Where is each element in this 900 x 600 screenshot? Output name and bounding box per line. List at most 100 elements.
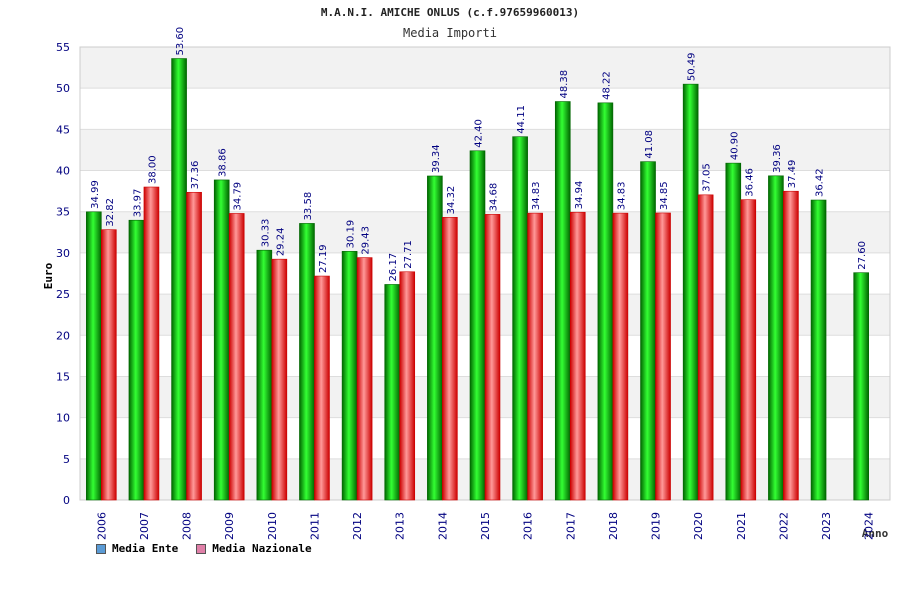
x-tick-label: 2022 xyxy=(777,512,790,540)
y-tick-label: 30 xyxy=(56,247,70,260)
bar-media-ente xyxy=(86,211,102,501)
bar-media-ente xyxy=(597,102,614,501)
legend-item-media-nazionale: Media Nazionale xyxy=(196,542,312,555)
y-tick-label: 15 xyxy=(56,370,70,383)
value-label-media-ente: 30.33 xyxy=(260,219,271,248)
y-tick-label: 5 xyxy=(63,453,70,466)
bar-media-ente xyxy=(171,58,187,501)
value-label-media-ente: 34.99 xyxy=(90,180,101,209)
chart-subtitle: Media Importi xyxy=(403,26,497,40)
chart-legend: Media Ente Media Nazionale xyxy=(96,542,312,555)
value-label-media-ente: 48.38 xyxy=(559,70,570,99)
value-label-media-nazionale: 29.43 xyxy=(361,226,372,255)
value-label-media-nazionale: 34.85 xyxy=(659,181,670,210)
x-tick-label: 2014 xyxy=(436,512,449,540)
legend-label-media-ente: Media Ente xyxy=(112,542,179,555)
legend-label-media-nazionale: Media Nazionale xyxy=(212,542,312,555)
bar-media-ente xyxy=(341,251,358,501)
bar-media-ente xyxy=(469,150,486,501)
bar-media-ente xyxy=(512,136,528,501)
bar-media-nazionale xyxy=(442,217,458,501)
value-label-media-nazionale: 27.71 xyxy=(403,240,414,269)
value-label-media-ente: 42.40 xyxy=(474,119,485,148)
y-tick-label: 10 xyxy=(56,412,70,425)
value-label-media-nazionale: 27.19 xyxy=(318,244,329,273)
bar-media-nazionale xyxy=(655,212,671,501)
value-label-media-ente: 53.60 xyxy=(175,27,186,56)
value-label-media-ente: 26.17 xyxy=(388,253,399,282)
x-tick-label: 2012 xyxy=(351,512,364,540)
x-tick-label: 2021 xyxy=(735,512,748,540)
bar-media-ente xyxy=(853,272,869,501)
bar-media-nazionale xyxy=(783,190,799,501)
value-label-media-ente: 41.08 xyxy=(644,130,655,159)
bar-media-nazionale xyxy=(569,211,586,501)
bar-media-ente xyxy=(725,162,742,501)
value-label-media-ente: 44.11 xyxy=(516,105,527,134)
value-label-media-ente: 27.60 xyxy=(857,241,868,270)
bar-media-nazionale xyxy=(228,213,245,501)
bar-media-nazionale xyxy=(186,191,202,501)
x-tick-label: 2016 xyxy=(522,512,535,540)
legend-item-media-ente: Media Ente xyxy=(96,542,178,555)
x-tick-label: 2009 xyxy=(223,512,236,540)
value-label-media-nazionale: 32.82 xyxy=(105,198,116,227)
bar-media-ente xyxy=(213,179,230,501)
bar-media-ente xyxy=(554,101,571,501)
x-tick-label: 2007 xyxy=(138,512,151,540)
bar-media-ente xyxy=(256,249,273,501)
x-tick-label: 2024 xyxy=(863,512,876,540)
bar-media-nazionale xyxy=(612,212,629,501)
value-label-media-nazionale: 37.36 xyxy=(190,161,201,190)
y-axis-title: Euro xyxy=(42,262,55,289)
bar-media-ente xyxy=(128,219,145,501)
x-tick-label: 2015 xyxy=(479,512,492,540)
bar-media-nazionale xyxy=(356,257,373,501)
value-label-media-ente: 33.97 xyxy=(132,189,143,218)
value-label-media-ente: 38.86 xyxy=(218,148,229,177)
x-axis-title: Anno xyxy=(862,527,889,540)
y-tick-label: 20 xyxy=(56,329,70,342)
y-tick-label: 25 xyxy=(56,288,70,301)
x-tick-label: 2019 xyxy=(650,512,663,540)
bar-media-ente xyxy=(299,223,315,501)
bar-media-ente xyxy=(384,284,401,501)
value-label-media-nazionale: 38.00 xyxy=(147,155,158,184)
value-label-media-ente: 40.90 xyxy=(729,131,740,160)
legend-swatch-media-nazionale xyxy=(196,543,207,554)
bar-media-nazionale xyxy=(399,271,416,501)
bar-media-ente xyxy=(427,175,443,501)
x-tick-label: 2006 xyxy=(95,512,108,540)
value-label-media-ente: 33.58 xyxy=(303,192,314,221)
x-tick-label: 2010 xyxy=(266,512,279,540)
x-tick-label: 2017 xyxy=(564,512,577,540)
value-label-media-nazionale: 37.49 xyxy=(787,160,798,189)
bar-media-nazionale xyxy=(314,275,330,501)
value-label-media-nazionale: 34.79 xyxy=(233,182,244,211)
bar-media-nazionale xyxy=(740,199,757,501)
bar-media-nazionale xyxy=(527,212,543,501)
y-tick-label: 55 xyxy=(56,41,70,54)
value-label-media-ente: 39.36 xyxy=(772,144,783,173)
value-label-media-nazionale: 34.94 xyxy=(574,181,585,210)
bar-media-ente xyxy=(768,175,784,501)
y-tick-label: 40 xyxy=(56,165,70,178)
value-label-media-nazionale: 36.46 xyxy=(744,168,755,197)
value-label-media-nazionale: 34.83 xyxy=(616,181,627,210)
bar-media-nazionale xyxy=(101,229,117,501)
value-label-media-ente: 36.42 xyxy=(815,168,826,197)
value-label-media-nazionale: 29.24 xyxy=(275,228,286,257)
chart-title: M.A.N.I. AMICHE ONLUS (c.f.97659960013) xyxy=(320,6,580,19)
value-label-media-nazionale: 37.05 xyxy=(702,163,713,192)
x-tick-label: 2013 xyxy=(394,512,407,540)
y-tick-label: 0 xyxy=(63,494,70,507)
bar-media-ente xyxy=(682,83,699,501)
bar-media-ente xyxy=(640,161,656,501)
bar-media-nazionale xyxy=(484,214,501,501)
bar-media-ente xyxy=(810,199,827,501)
bar-media-nazionale xyxy=(143,186,160,501)
y-tick-label: 45 xyxy=(56,123,70,136)
x-tick-label: 2011 xyxy=(308,512,321,540)
value-label-media-ente: 50.49 xyxy=(687,53,698,82)
